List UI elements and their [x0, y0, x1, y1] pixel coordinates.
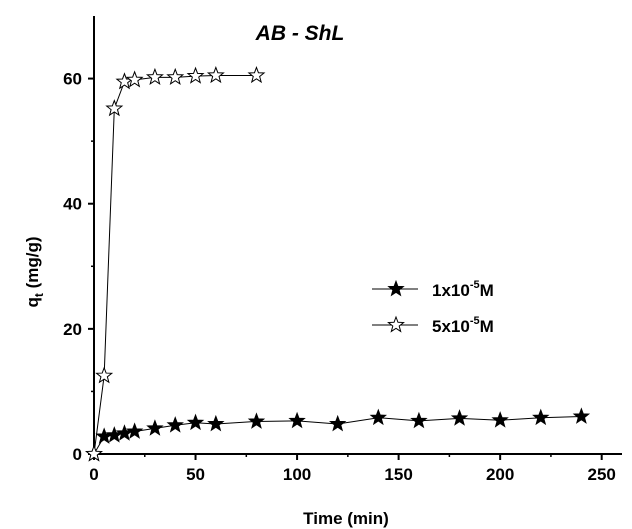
y-tick-label: 40 [63, 195, 82, 214]
x-axis-title: Time (min) [303, 509, 389, 528]
data-point [572, 407, 591, 424]
y-axis-title: qt (mg/g) [23, 236, 46, 307]
legend-label-unit: M [480, 317, 494, 336]
legend-label-exponent: -5 [470, 315, 480, 327]
data-point [105, 99, 124, 117]
y-tick-label: 60 [63, 70, 82, 89]
legend-marker [387, 315, 405, 333]
y-axis-title-unit: (mg/g) [23, 236, 42, 293]
data-point [166, 67, 185, 85]
data-point [186, 66, 205, 84]
data-point [491, 411, 509, 428]
x-tick-label: 250 [588, 465, 616, 484]
data-point [247, 66, 266, 84]
data-point [247, 412, 266, 429]
data-point [207, 414, 225, 432]
data-point [532, 408, 550, 426]
data-point [206, 66, 225, 84]
x-tick-label: 0 [89, 465, 98, 484]
series-layer [85, 66, 591, 462]
data-point [288, 411, 306, 429]
legend-label-base: 5x10 [432, 317, 470, 336]
y-tick-label: 0 [73, 445, 82, 464]
data-point [125, 422, 144, 439]
legend-label: 5x10-5M [432, 315, 494, 336]
data-point [450, 409, 469, 426]
legend-label: 1x10-5M [432, 279, 494, 300]
legend-marker [387, 279, 405, 297]
data-point [145, 67, 164, 85]
data-point [328, 414, 347, 432]
data-point [146, 419, 164, 436]
data-point [85, 444, 103, 462]
y-axis-title-main: q [23, 297, 42, 307]
data-point [166, 416, 184, 433]
data-point [369, 408, 388, 426]
data-point [410, 411, 428, 429]
y-tick-label: 20 [63, 320, 82, 339]
data-point [125, 70, 144, 88]
legend-label-exponent: -5 [470, 279, 480, 291]
x-tick-label: 150 [384, 465, 412, 484]
y-axis-title-sub: t [32, 293, 46, 297]
x-tick-label: 200 [486, 465, 514, 484]
chart-title: AB - ShL [255, 22, 345, 45]
series-line [93, 74, 257, 455]
axes-layer: 0 50 100 150 200 250 0 20 40 60 [63, 16, 622, 484]
legend-label-unit: M [480, 281, 494, 300]
legend-label-base: 1x10 [432, 281, 470, 300]
x-tick-label: 100 [283, 465, 311, 484]
data-point [186, 413, 205, 431]
data-point [95, 366, 114, 384]
x-tick-label: 50 [186, 465, 205, 484]
